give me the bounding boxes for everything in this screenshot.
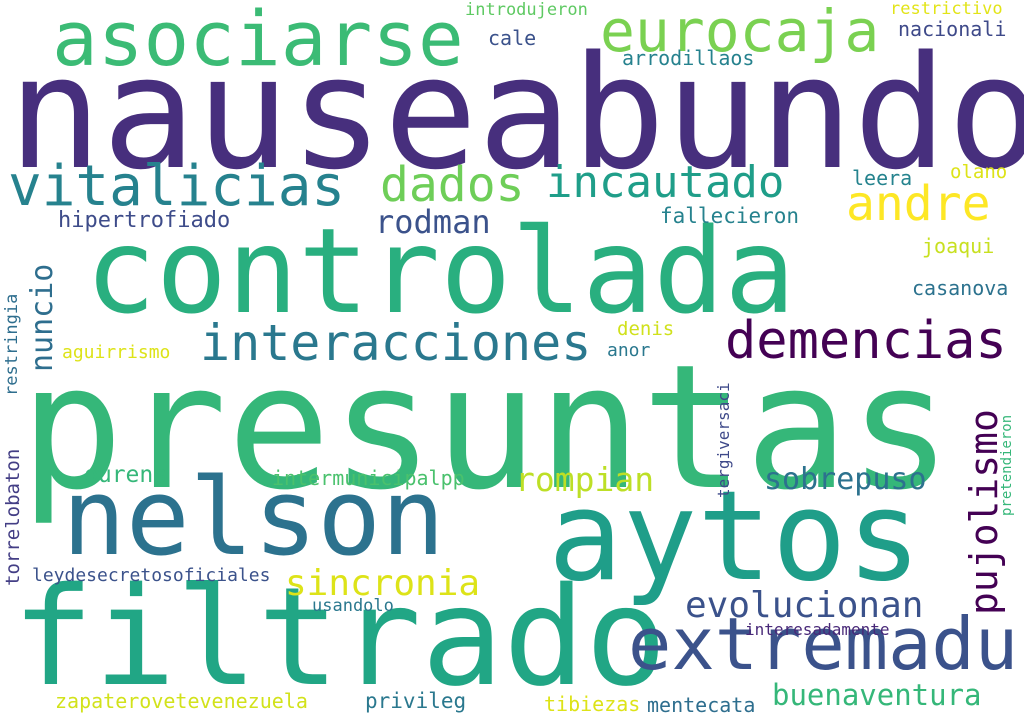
word-evolucionan: evolucionan	[685, 585, 924, 626]
word-leera: leera	[852, 166, 913, 190]
word-interesadamente: interesadamente	[745, 620, 890, 639]
word-restrictivo: restrictivo	[890, 0, 1003, 19]
word-tibiezas: tibiezas	[544, 692, 641, 716]
word-intermunicipalpp: intermunicipalpp	[272, 466, 465, 490]
word-tergiversaci: tergiversaci	[714, 382, 733, 498]
word-incautado: incautado	[546, 157, 785, 208]
word-mentecata: mentecata	[647, 693, 756, 717]
word-nauseabundo: nauseabundo	[8, 22, 1024, 204]
word-pujolismo: pujolismo	[962, 409, 1006, 615]
word-filtrado: filtrado	[12, 559, 668, 717]
word-aytos: aytos	[548, 465, 922, 609]
word-joaqui: joaqui	[922, 234, 995, 258]
word-rompian: rompian	[515, 460, 655, 499]
word-ourens: ourens	[84, 462, 168, 488]
word-rodman: rodman	[375, 203, 491, 241]
word-demencias: demencias	[725, 311, 1007, 371]
word-presuntas: presuntas	[20, 327, 952, 528]
word-zapaterovetevenezuela: zapaterovetevenezuela	[55, 689, 308, 713]
word-casanova: casanova	[912, 276, 1009, 300]
word-leydesecretosoficiales: leydesecretosoficiales	[32, 565, 271, 586]
word-aguirrismo: aguirrismo	[62, 342, 171, 363]
word-fallecieron: fallecieron	[660, 204, 800, 228]
word-dados: dados	[380, 157, 525, 213]
word-pretendieron: pretendieron	[999, 414, 1015, 516]
word-buenaventura: buenaventura	[772, 678, 982, 712]
word-cale: cale	[488, 26, 537, 50]
word-torrelobaton: torrelobaton	[2, 448, 24, 586]
word-nelson: nelson	[62, 456, 445, 579]
word-vitalicias: vitalicias	[8, 154, 346, 219]
word-introdujeron: introdujeron	[465, 0, 588, 20]
word-sincronia: sincronia	[285, 563, 481, 604]
word-anor: anor	[607, 340, 651, 361]
word-interacciones: interacciones	[200, 314, 592, 372]
word-nacionali: nacionali	[898, 17, 1007, 41]
word-usandolo: usandolo	[312, 596, 394, 616]
word-asociarse: asociarse	[52, 0, 464, 83]
word-eurocaja: eurocaja	[600, 0, 880, 65]
word-denis: denis	[617, 318, 675, 340]
word-arrodillaos: arrodillaos	[622, 46, 755, 70]
word-restringia: restringia	[2, 293, 22, 396]
word-extremadu: extremadu	[628, 602, 1019, 686]
word-sobrepuso: sobrepuso	[764, 462, 927, 497]
word-hipertrofiado: hipertrofiado	[58, 208, 231, 233]
word-privileg: privileg	[365, 689, 467, 713]
word-olano: olano	[950, 161, 1008, 183]
word-nuncio: nuncio	[25, 263, 60, 372]
word-controlada: controlada	[85, 202, 796, 340]
word-andre: andre	[846, 176, 991, 232]
